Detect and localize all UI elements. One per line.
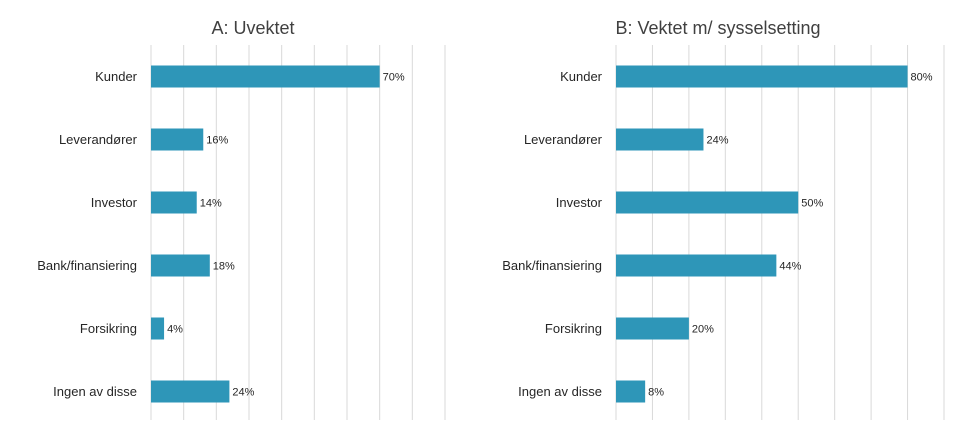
category-label: Leverandører: [524, 132, 603, 147]
bar: [151, 317, 165, 340]
category-label: Forsikring: [80, 321, 137, 336]
chart-panel-a: A: Uvektet Kunder 70% Leverandører 16% Invest…: [37, 18, 446, 420]
bar: [616, 128, 704, 151]
bar: [151, 65, 380, 88]
data-label: 4%: [167, 324, 183, 336]
data-label: 8%: [648, 387, 664, 399]
bar: [616, 380, 646, 403]
chart-title: A: Uvektet: [211, 18, 294, 38]
category-label: Forsikring: [545, 321, 602, 336]
data-label: 24%: [706, 135, 728, 147]
data-label: 70%: [383, 72, 405, 84]
category-label: Ingen av disse: [53, 384, 137, 399]
category-label: Investor: [91, 195, 138, 210]
category-label: Leverandører: [59, 132, 138, 147]
data-label: 24%: [232, 387, 254, 399]
bar: [616, 317, 689, 340]
bar: [151, 128, 204, 151]
data-label: 20%: [692, 324, 714, 336]
data-label: 14%: [200, 198, 222, 210]
data-label: 18%: [213, 261, 235, 273]
category-label: Kunder: [560, 69, 603, 84]
bar: [616, 191, 799, 214]
bar: [151, 191, 197, 214]
category-label: Bank/finansiering: [502, 258, 602, 273]
data-label: 80%: [911, 72, 933, 84]
category-label: Ingen av disse: [518, 384, 602, 399]
bar: [151, 254, 210, 277]
chart-panel-b: B: Vektet m/ sysselsetting Kunder 80% Lever…: [502, 18, 945, 420]
bar: [151, 380, 230, 403]
bar: [616, 254, 777, 277]
data-label: 44%: [779, 261, 801, 273]
chart-title: B: Vektet m/ sysselsetting: [615, 18, 820, 38]
category-label: Kunder: [95, 69, 138, 84]
bar: [616, 65, 908, 88]
category-label: Bank/finansiering: [37, 258, 137, 273]
data-label: 16%: [206, 135, 228, 147]
data-label: 50%: [801, 198, 823, 210]
category-label: Investor: [556, 195, 603, 210]
